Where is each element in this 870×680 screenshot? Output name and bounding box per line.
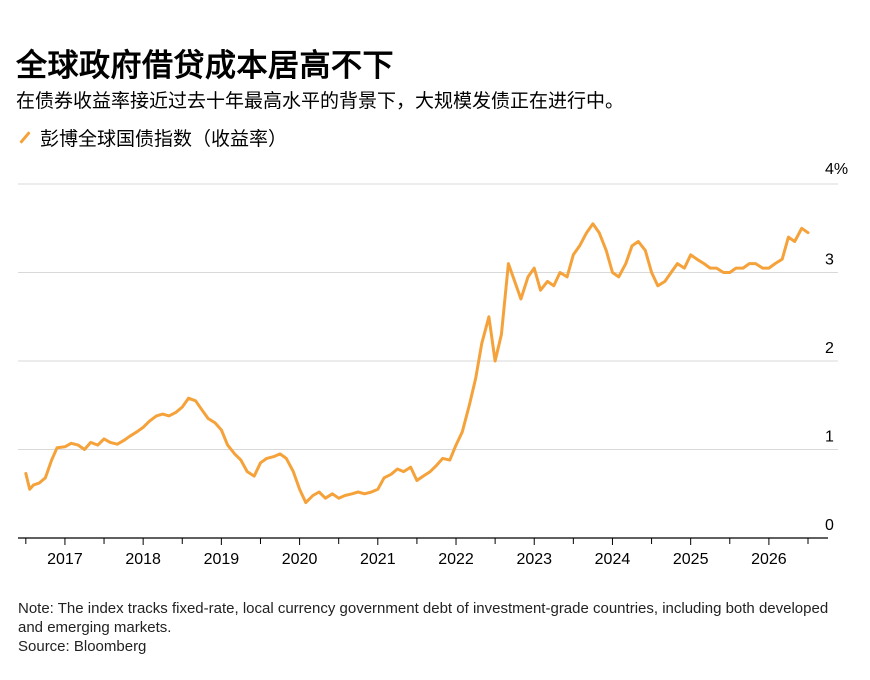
x-tick-label-2020: 2020	[282, 551, 318, 568]
x-tick-label-2023: 2023	[516, 551, 552, 568]
x-tick-label-2021: 2021	[360, 551, 396, 568]
chart-subtitle: 在债券收益率接近过去十年最高水平的背景下，大规模发债正在进行中。	[16, 90, 625, 112]
x-tick-label-2017: 2017	[47, 551, 83, 568]
y-tick-label-2: 2	[825, 340, 834, 357]
chart-source: Source: Bloomberg	[18, 638, 147, 655]
x-tick-label-2018: 2018	[125, 551, 161, 568]
y-tick-label-4: 4%	[825, 161, 848, 178]
y-tick-label-0: 0	[825, 517, 834, 534]
x-tick-label-2025: 2025	[673, 551, 709, 568]
line-chart: 0 1 2 3 4% 2017 2018 2019 2020 2021 2022 2023 2024 20…	[18, 161, 848, 568]
series-line-0	[24, 222, 810, 505]
x-tick-label-2026: 2026	[751, 551, 787, 568]
chart-legend: 彭博全球国债指数（收益率）	[16, 124, 287, 150]
chart-footer: Note: The index tracks fixed-rate, local…	[18, 599, 848, 656]
legend-label: 彭博全球国债指数（收益率）	[40, 127, 288, 150]
y-tick-label-3: 3	[825, 252, 834, 269]
x-tick-label-2019: 2019	[204, 551, 240, 568]
legend-line-swatch	[19, 130, 31, 144]
chart-note: Note: The index tracks fixed-rate, local…	[18, 600, 829, 636]
x-tick-label-2024: 2024	[595, 551, 631, 568]
y-tick-label-1: 1	[825, 429, 834, 446]
x-tick-label-2022: 2022	[438, 551, 474, 568]
chart-title: 全球政府借贷成本居高不下	[16, 48, 394, 84]
